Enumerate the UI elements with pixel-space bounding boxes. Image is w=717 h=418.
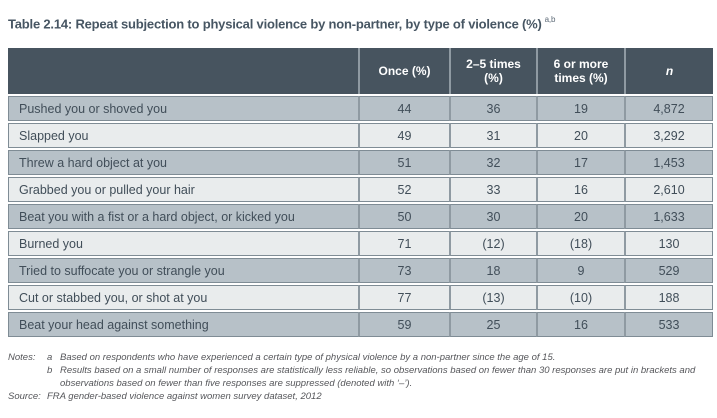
once-value: 59	[358, 312, 449, 338]
once-value: 77	[358, 285, 449, 311]
violence-type-label: Threw a hard object at you	[8, 150, 358, 176]
times-6-more-value: (18)	[536, 231, 624, 257]
times-2-5-value: 25	[449, 312, 536, 338]
header-6-or-more: 6 or more times (%)	[536, 48, 624, 95]
once-value: 49	[358, 123, 449, 149]
note-b-marker: b	[47, 365, 53, 377]
table-row: Grabbed you or pulled your hair 52 33 16…	[8, 177, 713, 203]
note-b: b Results based on a small number of res…	[8, 364, 713, 390]
times-2-5-value: (12)	[449, 231, 536, 257]
table-row: Beat your head against something 59 25 1…	[8, 312, 713, 338]
header-empty-cell	[8, 48, 358, 95]
times-2-5-value: 32	[449, 150, 536, 176]
once-value: 73	[358, 258, 449, 284]
n-value: 529	[624, 258, 713, 284]
times-6-more-value: 17	[536, 150, 624, 176]
once-value: 71	[358, 231, 449, 257]
times-2-5-value: 18	[449, 258, 536, 284]
source-line: Source: FRA gender-based violence agains…	[8, 390, 713, 403]
violence-type-label: Beat your head against something	[8, 312, 358, 338]
table-row: Cut or stabbed you, or shot at you 77 (1…	[8, 285, 713, 311]
n-value: 3,292	[624, 123, 713, 149]
notes-section: Notes: a Based on respondents who have e…	[8, 351, 713, 403]
violence-type-label: Burned you	[8, 231, 358, 257]
note-a-marker: a	[47, 352, 53, 364]
n-value: 130	[624, 231, 713, 257]
header-row: Once (%) 2–5 times (%) 6 or more times (…	[8, 48, 713, 95]
source-label: Source:	[8, 391, 41, 403]
violence-type-label: Tried to suffocate you or strangle you	[8, 258, 358, 284]
times-2-5-value: 33	[449, 177, 536, 203]
times-6-more-value: 20	[536, 204, 624, 230]
table-row: Threw a hard object at you 51 32 17 1,45…	[8, 150, 713, 176]
times-2-5-value: (13)	[449, 285, 536, 311]
source-text: FRA gender-based violence against women …	[47, 391, 322, 403]
violence-type-label: Beat you with a fist or a hard object, o…	[8, 204, 358, 230]
once-value: 51	[358, 150, 449, 176]
table-row: Burned you 71 (12) (18) 130	[8, 231, 713, 257]
table-row: Tried to suffocate you or strangle you 7…	[8, 258, 713, 284]
times-6-more-value: 16	[536, 312, 624, 338]
once-value: 52	[358, 177, 449, 203]
violence-type-label: Slapped you	[8, 123, 358, 149]
notes-label: Notes:	[8, 352, 36, 364]
table-row: Pushed you or shoved you 44 36 19 4,872	[8, 96, 713, 122]
header-2-5-times: 2–5 times (%)	[449, 48, 536, 95]
note-a: Notes: a Based on respondents who have e…	[8, 351, 713, 364]
n-value: 4,872	[624, 96, 713, 122]
n-value: 2,610	[624, 177, 713, 203]
header-once: Once (%)	[358, 48, 449, 95]
times-6-more-value: 20	[536, 123, 624, 149]
times-6-more-value: 19	[536, 96, 624, 122]
table-title-text: Table 2.14: Repeat subjection to physica…	[8, 16, 542, 32]
n-value: 1,633	[624, 204, 713, 230]
note-a-text: Based on respondents who have experience…	[60, 352, 556, 364]
repeat-violence-table: Once (%) 2–5 times (%) 6 or more times (…	[8, 46, 713, 339]
table-title-footnote-marker: a,b	[544, 15, 556, 24]
times-2-5-value: 31	[449, 123, 536, 149]
violence-type-label: Grabbed you or pulled your hair	[8, 177, 358, 203]
violence-type-label: Cut or stabbed you, or shot at you	[8, 285, 358, 311]
table-title: Table 2.14: Repeat subjection to physica…	[8, 12, 712, 32]
times-2-5-value: 30	[449, 204, 536, 230]
n-value: 533	[624, 312, 713, 338]
table-row: Beat you with a fist or a hard object, o…	[8, 204, 713, 230]
n-value: 188	[624, 285, 713, 311]
once-value: 50	[358, 204, 449, 230]
times-6-more-value: 16	[536, 177, 624, 203]
times-2-5-value: 36	[449, 96, 536, 122]
table-row: Slapped you 49 31 20 3,292	[8, 123, 713, 149]
violence-type-label: Pushed you or shoved you	[8, 96, 358, 122]
header-n: n	[624, 48, 713, 95]
times-6-more-value: 9	[536, 258, 624, 284]
note-b-text: Results based on a small number of respo…	[60, 365, 696, 390]
once-value: 44	[358, 96, 449, 122]
times-6-more-value: (10)	[536, 285, 624, 311]
n-value: 1,453	[624, 150, 713, 176]
